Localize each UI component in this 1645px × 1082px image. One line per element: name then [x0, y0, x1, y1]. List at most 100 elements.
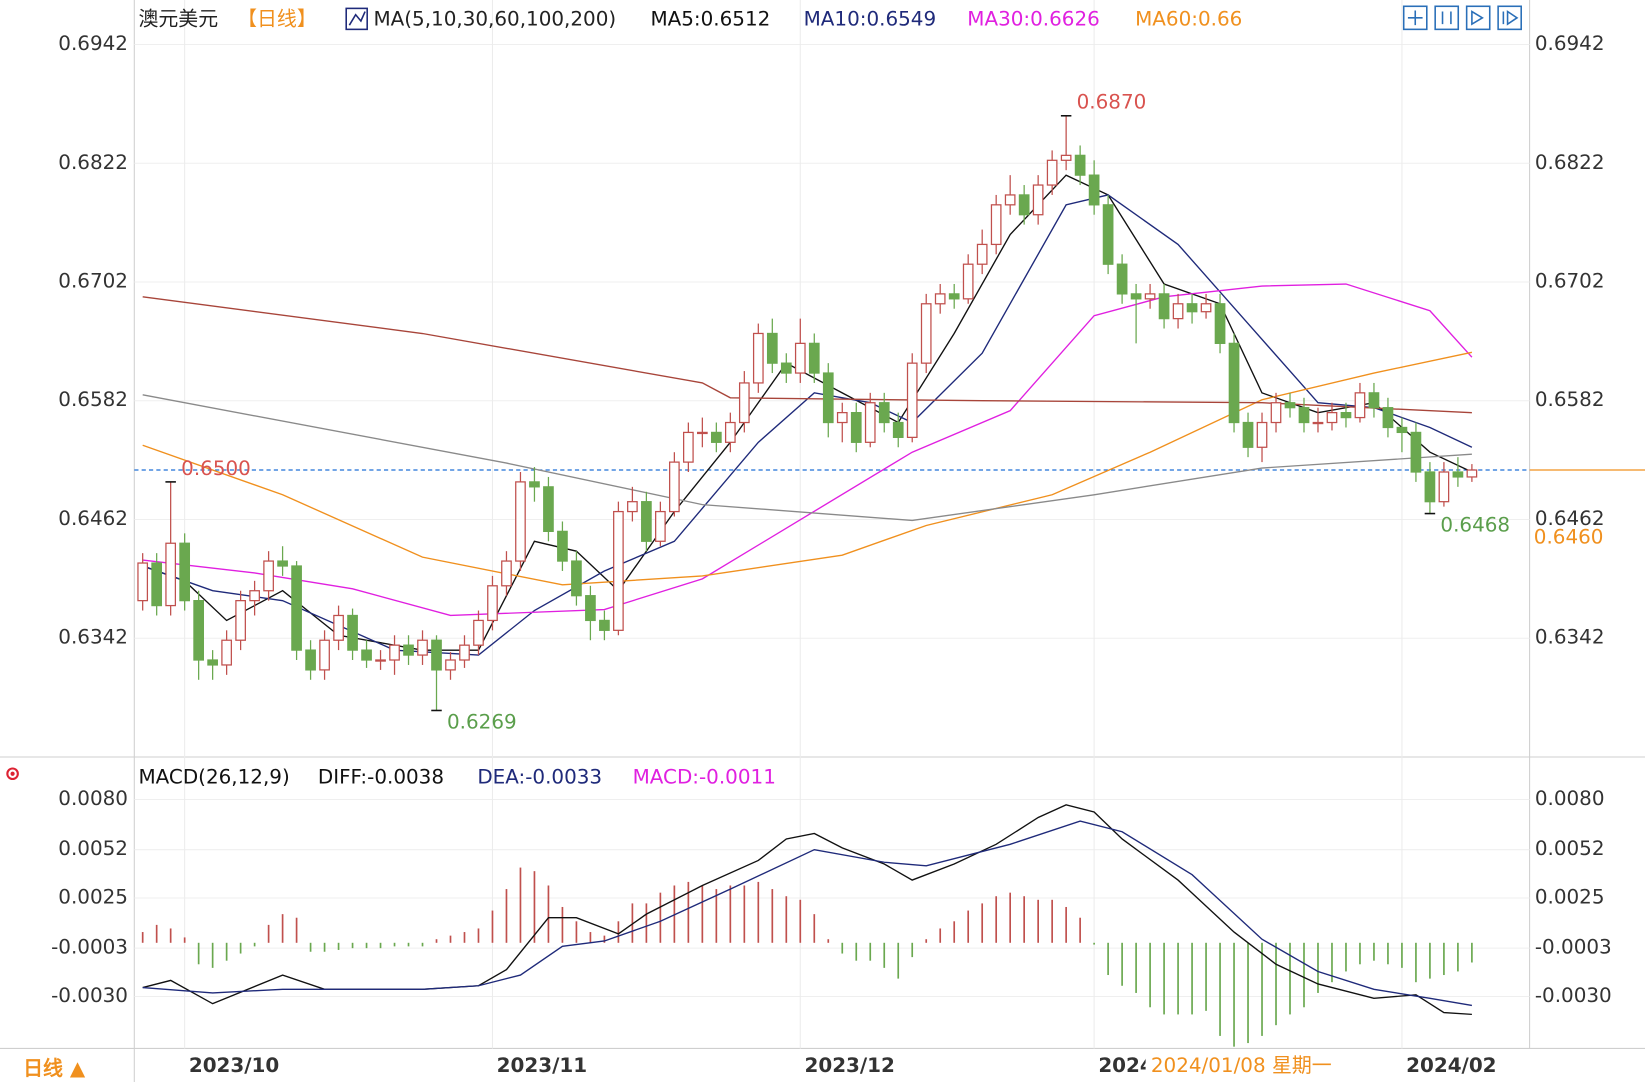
- candle-body: [347, 614, 358, 651]
- candle-body: [403, 644, 414, 656]
- candle-body: [599, 619, 610, 631]
- candle-body: [990, 204, 1002, 246]
- candle-body: [221, 639, 232, 666]
- cursor-label-bg: [1145, 1051, 1364, 1081]
- candle-body: [235, 600, 246, 641]
- candle-body: [962, 263, 974, 300]
- extreme-label: 0.6468: [1440, 514, 1510, 537]
- candle-body: [934, 293, 946, 305]
- toolbar: [1402, 5, 1522, 31]
- toolbar-button[interactable]: [1434, 5, 1460, 31]
- y-tick-label: 0.6822: [58, 151, 128, 174]
- candle-body: [850, 411, 862, 443]
- candle-body: [1214, 303, 1226, 344]
- y-tick-label: 0.6462: [58, 507, 128, 530]
- macd-icon[interactable]: [6, 767, 19, 781]
- candle-body: [137, 562, 149, 602]
- y-tick-label: -0.0003: [51, 936, 128, 959]
- toolbar-button[interactable]: [1465, 5, 1491, 31]
- y-tick-label: -0.0030: [51, 984, 128, 1007]
- y-tick-label-right: 0.0080: [1535, 787, 1605, 810]
- candle-body: [361, 649, 372, 661]
- labels: 0.6942 0.6942 0.6822 0.6822 0.6702 0.6702 0.65…: [51, 32, 1612, 1081]
- candle-body: [249, 590, 260, 602]
- candle-body: [878, 402, 890, 424]
- chart-title: 澳元美元: [138, 7, 218, 30]
- macd-dea-label: DEA:-0.0033: [477, 765, 602, 788]
- candle-body: [543, 486, 554, 532]
- candle-body: [613, 510, 624, 631]
- y-tick-label-right: 0.6702: [1535, 270, 1605, 293]
- candle-body: [1270, 402, 1282, 424]
- period-tab[interactable]: 日线 ▲: [23, 1056, 86, 1080]
- candle-body: [1018, 194, 1030, 216]
- candle-body: [179, 542, 191, 602]
- candle-body: [375, 659, 386, 662]
- y-tick-label: 0.6942: [58, 32, 128, 55]
- candle-body: [557, 530, 568, 562]
- ma-line: [142, 283, 1473, 617]
- macd-line: [142, 820, 1473, 1007]
- candle-body: [193, 600, 204, 661]
- cursor-label: 2024/01/08 星期一: [1151, 1054, 1332, 1077]
- candle-body: [976, 243, 988, 265]
- y-tick-label: 0.0025: [58, 886, 128, 909]
- ma-icon[interactable]: [345, 7, 368, 31]
- candle-body: [473, 619, 484, 646]
- candle-body: [1172, 303, 1184, 320]
- toolbar-button[interactable]: [1497, 5, 1522, 31]
- candle-body: [585, 595, 596, 622]
- candle-body: [794, 342, 806, 374]
- candle-body: [319, 639, 330, 671]
- ma-line: [142, 394, 1472, 522]
- candle-body: [1340, 411, 1352, 419]
- y-tick-label-right: -0.0030: [1535, 984, 1612, 1007]
- candle-body: [752, 332, 764, 384]
- y-tick-label-right: -0.0003: [1535, 936, 1612, 959]
- ma-line: [142, 351, 1473, 586]
- grid: [134, 0, 1530, 1049]
- candle-body: [305, 649, 316, 671]
- y-tick-label-right: 0.6342: [1535, 626, 1605, 649]
- candle-body: [445, 659, 456, 671]
- candle-body: [822, 372, 834, 424]
- y-tick-label-right: 0.6822: [1535, 151, 1605, 174]
- ma-line: [142, 296, 1472, 414]
- candle-body: [655, 510, 666, 542]
- candle-body: [1074, 154, 1086, 176]
- x-tick-label: 2024/02: [1406, 1054, 1496, 1077]
- candle-body: [1088, 174, 1100, 206]
- icon-circle: [6, 767, 19, 781]
- extreme-label: 0.6870: [1077, 91, 1147, 114]
- y-tick-label-right: 0.0052: [1535, 837, 1605, 860]
- candle-body: [836, 411, 848, 424]
- candle-body: [207, 659, 218, 666]
- macd-diff-label: DIFF:-0.0038: [318, 765, 444, 788]
- period-label[interactable]: 【日线】: [237, 7, 317, 30]
- candle-body: [291, 565, 302, 651]
- icon-line: [348, 11, 366, 26]
- candle-body: [1060, 154, 1072, 161]
- candle-body: [1354, 392, 1366, 419]
- right-price-label: 0.6460: [1534, 525, 1604, 548]
- candle-body: [1242, 421, 1254, 448]
- candle-body: [627, 501, 638, 513]
- candle-body: [1102, 204, 1114, 265]
- ma-legend: MA60:0.66: [1135, 7, 1242, 30]
- candle-body: [529, 481, 540, 488]
- toolbar-button[interactable]: [1402, 5, 1428, 31]
- candle-body: [1256, 421, 1268, 448]
- y-tick-label-right: 0.6462: [1535, 507, 1605, 530]
- candle-body: [333, 614, 344, 641]
- candle-body: [1046, 159, 1058, 186]
- ma-title: MA(5,10,30,60,100,200): [373, 7, 616, 30]
- candle-body: [501, 560, 512, 587]
- y-tick-label: 0.6582: [58, 388, 128, 411]
- icon-dot: [10, 771, 15, 776]
- candle-body: [1032, 184, 1044, 216]
- candle-body: [1382, 407, 1394, 429]
- macd-title: MACD(26,12,9): [138, 765, 289, 788]
- candle-body: [696, 431, 708, 435]
